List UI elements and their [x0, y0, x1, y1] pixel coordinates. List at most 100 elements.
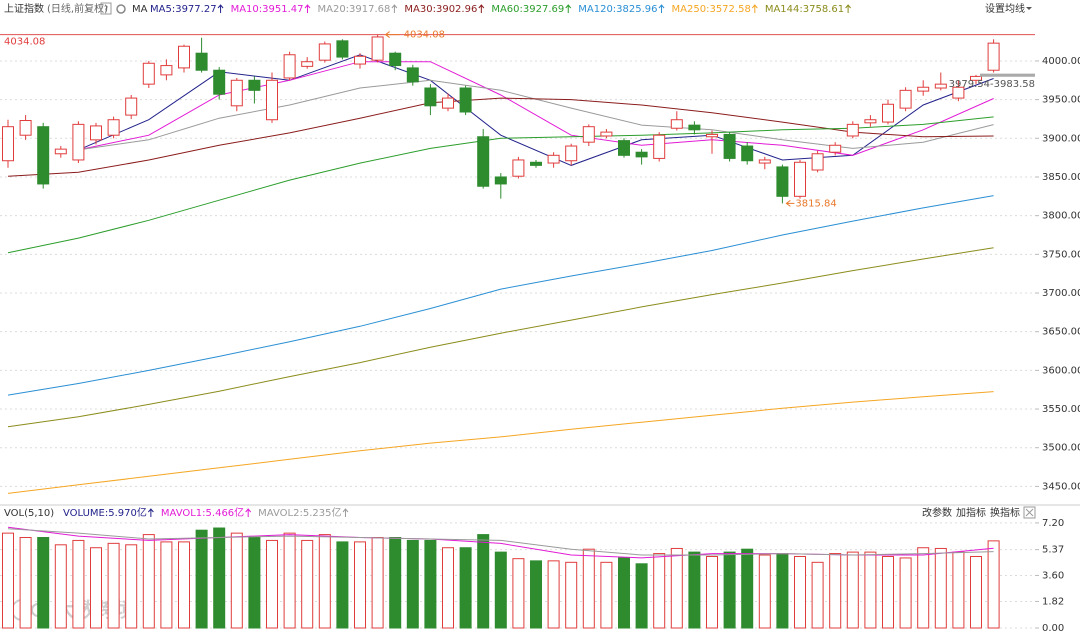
- volume-bar: [864, 551, 877, 629]
- legend-arrow: [342, 508, 349, 517]
- candle-body: [459, 87, 472, 113]
- legend-entry: MA5:3977.27: [150, 4, 217, 15]
- high-line-label: 4034.08: [4, 37, 45, 48]
- candle-body: [758, 159, 771, 164]
- candle-body: [917, 86, 930, 92]
- candle-body: [952, 86, 965, 99]
- volume-bar: [970, 555, 982, 629]
- volume-bar: [494, 551, 507, 629]
- legend-entry: MA20:3917.68: [317, 4, 390, 15]
- candle-body: [336, 40, 349, 58]
- candle-body: [882, 103, 894, 123]
- candle-body: [248, 79, 261, 91]
- candle-body: [477, 136, 490, 187]
- candle-body: [318, 43, 331, 61]
- legend-entry: VOLUME:5.970亿: [63, 506, 147, 519]
- switch-indicator-button[interactable]: 换指标: [990, 506, 1020, 519]
- volume-bar: [72, 539, 85, 629]
- legend-arrow: [147, 508, 154, 517]
- volume-bar: [934, 547, 947, 629]
- candle-body: [195, 52, 208, 71]
- candle-body: [741, 145, 754, 162]
- candle-body: [811, 153, 824, 171]
- ma-line: [7, 391, 994, 494]
- help-icon[interactable]: ?: [104, 5, 108, 14]
- candle-body: [283, 54, 296, 79]
- volume-bar: [846, 551, 859, 629]
- volume-bar: [952, 551, 965, 629]
- candle-body: [635, 151, 648, 158]
- candle-body: [160, 65, 173, 76]
- volume-bar: [371, 537, 384, 629]
- candle-body: [72, 123, 85, 161]
- ma-settings-button[interactable]: 设置均线: [985, 2, 1025, 15]
- candle-body: [266, 79, 278, 121]
- volume-bar: [829, 553, 842, 629]
- volume-bar: [635, 563, 648, 629]
- volume-bar: [160, 541, 173, 629]
- candle-body: [19, 120, 32, 136]
- legend-arrow: [751, 4, 758, 13]
- candle-body: [723, 133, 736, 159]
- volume-bar: [406, 539, 419, 629]
- help-box[interactable]: [100, 2, 112, 15]
- y-tick-label: 3.60: [1042, 570, 1064, 581]
- candle-body: [442, 97, 454, 109]
- y-tick-label: 3600.00: [1042, 365, 1080, 376]
- volume-bar: [354, 541, 366, 629]
- close-icon[interactable]: [1025, 508, 1034, 517]
- volume-bar: [512, 558, 525, 629]
- high-label: 4034.08: [404, 30, 445, 41]
- candle-body: [107, 119, 120, 136]
- volume-bar: [917, 547, 930, 629]
- y-tick-label: 3800.00: [1042, 211, 1080, 222]
- low-arrow: [785, 200, 795, 207]
- ma-label: MA: [132, 4, 148, 15]
- volume-title: VOL(5,10): [4, 508, 54, 519]
- ma-line: [78, 54, 994, 166]
- candle-body: [582, 126, 595, 143]
- volume-bar: [776, 553, 789, 629]
- legend-arrow: [304, 4, 311, 13]
- volume-bar: [213, 527, 226, 629]
- candle-body: [970, 75, 982, 81]
- candle-body: [794, 161, 806, 197]
- volume-bar: [899, 557, 912, 629]
- volume-bar: [19, 537, 32, 629]
- volume-bar: [301, 539, 314, 629]
- volume-bar: [811, 561, 824, 629]
- low-label: 3815.84: [795, 198, 836, 209]
- candle-body: [494, 176, 507, 185]
- volume-bar: [459, 547, 472, 629]
- candle-body: [530, 161, 542, 166]
- legend-entry: MA250:3572.58: [672, 4, 751, 15]
- candle-body: [934, 83, 947, 89]
- volume-bar: [37, 537, 50, 629]
- ma-line: [7, 528, 994, 556]
- change-params-button[interactable]: 改参数: [922, 506, 952, 519]
- candle-body: [653, 134, 666, 159]
- candle-body: [54, 148, 67, 155]
- volume-bar: [706, 555, 718, 629]
- candle-body: [424, 87, 437, 107]
- high-arrow: [384, 31, 400, 38]
- candle-body: [230, 79, 243, 107]
- candle-body: [178, 45, 190, 69]
- candle-body: [512, 159, 525, 177]
- close-box[interactable]: [1023, 506, 1036, 519]
- candle-body: [618, 140, 630, 156]
- volume-bar: [987, 540, 1000, 629]
- dropdown-caret[interactable]: [1026, 7, 1032, 10]
- y-tick-label: 0.00: [1042, 623, 1064, 632]
- add-indicator-button[interactable]: 加指标: [956, 506, 986, 519]
- volume-bar: [125, 544, 138, 629]
- ma-line: [7, 116, 994, 254]
- candle-body: [406, 67, 419, 83]
- settings-gear[interactable]: [116, 4, 126, 14]
- legend-entry: MA120:3825.96: [578, 4, 657, 15]
- candle-body: [2, 126, 14, 162]
- volume-bar: [248, 537, 261, 629]
- range-marker: [980, 73, 1035, 77]
